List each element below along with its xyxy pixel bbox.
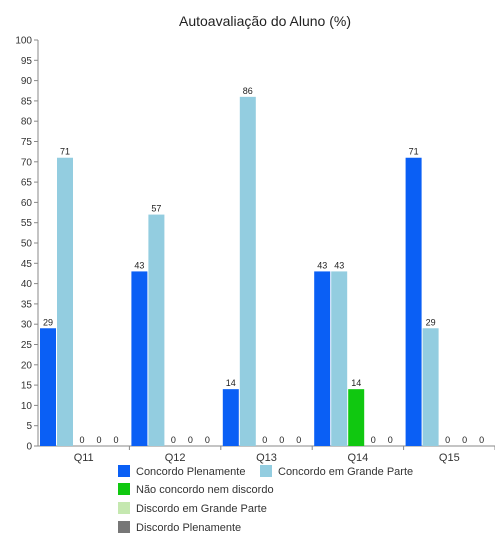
y-tick-label: 90 xyxy=(21,76,33,87)
y-tick-label: 20 xyxy=(21,360,33,371)
y-tick-label: 5 xyxy=(26,421,32,432)
data-label: 29 xyxy=(43,317,53,327)
legend-swatch xyxy=(118,465,130,477)
data-label: 0 xyxy=(296,435,301,445)
legend-swatch xyxy=(260,465,272,477)
y-tick-label: 60 xyxy=(21,198,33,209)
data-label: 0 xyxy=(479,435,484,445)
data-label: 0 xyxy=(188,435,193,445)
y-tick-label: 85 xyxy=(21,96,33,107)
bar xyxy=(40,328,56,446)
data-label: 14 xyxy=(351,378,361,388)
data-labels: 29 71 0 0 0 43 57 0 0 0 14 86 0 0 0 43 43 14 0 0 71 29 0 0 0 xyxy=(43,86,484,445)
data-label: 0 xyxy=(171,435,176,445)
bar xyxy=(314,271,331,446)
y-tick-label: 0 xyxy=(26,442,32,453)
data-label: 0 xyxy=(205,435,210,445)
bar xyxy=(348,389,365,446)
data-label: 43 xyxy=(317,260,327,270)
legend-swatch xyxy=(118,502,130,514)
data-label: 71 xyxy=(60,147,70,157)
legend-swatch xyxy=(118,483,130,495)
y-tick-label: 100 xyxy=(15,36,32,47)
y-tick-label: 10 xyxy=(21,401,33,412)
data-label: 0 xyxy=(96,435,101,445)
legend: Concordo Plenamente Concordo em Grande Pa… xyxy=(118,465,413,534)
bar xyxy=(131,271,148,446)
y-tick-label: 45 xyxy=(21,259,33,270)
data-label: 57 xyxy=(151,204,161,214)
y-tick-label: 70 xyxy=(21,157,33,168)
chart-title: Autoavaliação do Aluno (%) xyxy=(179,13,351,29)
data-label: 43 xyxy=(134,260,144,270)
legend-label: Concordo em Grande Parte xyxy=(278,466,413,478)
y-tick-label: 65 xyxy=(21,178,33,189)
y-tick-label: 75 xyxy=(21,137,33,148)
y-tick-label: 40 xyxy=(21,279,33,290)
legend-label: Discordo em Grande Parte xyxy=(136,503,267,515)
legend-label: Não concordo nem discordo xyxy=(136,484,274,496)
y-tick-label: 55 xyxy=(21,218,33,229)
bar xyxy=(405,157,422,447)
y-tick-label: 15 xyxy=(21,381,33,392)
data-label: 43 xyxy=(334,260,344,270)
x-tick-label: Q14 xyxy=(348,452,369,464)
bars xyxy=(40,96,439,447)
x-tick-label: Q13 xyxy=(256,452,277,464)
bar xyxy=(239,96,256,446)
bar xyxy=(57,157,73,447)
legend-label: Discordo Plenamente xyxy=(136,522,241,534)
data-label: 0 xyxy=(388,435,393,445)
x-tick-label: Q11 xyxy=(74,452,94,464)
data-label: 14 xyxy=(226,378,236,388)
y-tick-label: 50 xyxy=(21,239,33,250)
data-label: 71 xyxy=(409,147,419,157)
bar xyxy=(422,328,439,446)
x-tick-label: Q12 xyxy=(165,452,186,464)
data-label: 0 xyxy=(262,435,267,445)
axes: 0 5 10 15 20 25 30 35 40 45 50 55 60 65 70 75 80 85 90 95 10… xyxy=(15,36,495,464)
bar xyxy=(148,214,165,446)
data-label: 0 xyxy=(445,435,450,445)
y-tick-label: 95 xyxy=(21,56,33,67)
data-label: 0 xyxy=(279,435,284,445)
data-label: 0 xyxy=(113,435,118,445)
bar xyxy=(331,271,348,446)
data-label: 0 xyxy=(462,435,467,445)
data-label: 29 xyxy=(426,317,436,327)
legend-swatch xyxy=(118,521,130,533)
data-label: 0 xyxy=(79,435,84,445)
y-tick-label: 35 xyxy=(21,299,33,310)
y-tick-label: 25 xyxy=(21,340,33,351)
x-tick-label: Q15 xyxy=(439,452,460,464)
data-label: 0 xyxy=(371,435,376,445)
y-tick-label: 30 xyxy=(21,320,33,331)
legend-label: Concordo Plenamente xyxy=(136,466,245,478)
bar xyxy=(222,389,239,446)
data-label: 86 xyxy=(243,86,253,96)
y-tick-label: 80 xyxy=(21,117,33,128)
